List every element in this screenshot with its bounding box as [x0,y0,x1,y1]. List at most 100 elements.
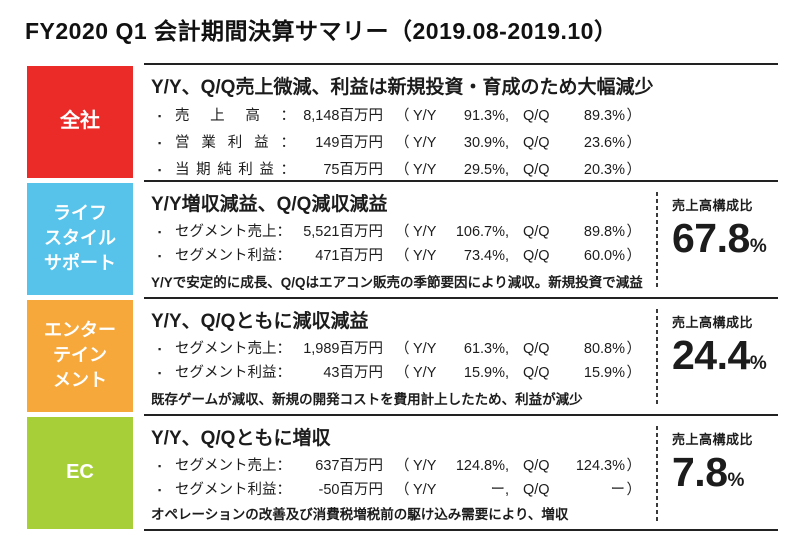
paren-close: ） [626,248,642,264]
qq-label: Q/Q [523,108,550,124]
metric-ratios: （ Y/Y ー , Q/Q ー ） [395,478,656,502]
comma: , [505,108,510,124]
yy-label: Y/Y [413,135,437,151]
qq-label: Q/Q [523,248,550,264]
qq-value: 89.3% [583,108,625,124]
qq-label: Q/Q [523,458,550,474]
yy-label: Y/Y [413,458,437,474]
paren-close: ） [626,482,642,498]
paren-close: ） [626,108,642,124]
paren-open: （ [395,341,410,357]
comma: , [505,365,510,381]
section-heading: Y/Y増収減益、Q/Q減収減益 [151,194,388,215]
paren-open: （ [395,482,410,498]
yy-value: ー [490,482,506,498]
paren-close: ） [626,365,642,381]
metric-row: ▪ セグメント売上： 637百万円 （ Y/Y 124.8% , Q/Q 124… [151,454,656,478]
qq-value: 20.3% [583,162,625,178]
paren-close: ） [626,341,642,357]
bullet-icon: ▪ [158,138,162,148]
section-row-company: 全社 Y/Y、Q/Q売上微減、利益は新規投資・育成のため大幅減少 ▪ 売上高： … [27,63,778,180]
yy-value: 73.4% [463,248,505,264]
comma: , [505,248,510,264]
section-main: Y/Y、Q/Q売上微減、利益は新規投資・育成のため大幅減少 ▪ 売上高： 8,1… [151,70,778,180]
yy-label: Y/Y [413,341,437,357]
metric-row: ▪ 営業利益： 149百万円 （ Y/Y 30.9% , Q/Q 23.6% ） [151,130,778,157]
metric-value: 8,148百万円 [303,108,383,124]
paren-close: ） [626,135,642,151]
yy-label: Y/Y [413,482,437,498]
qq-value: 23.6% [583,135,625,151]
summary-table: 全社 Y/Y、Q/Q売上微減、利益は新規投資・育成のため大幅減少 ▪ 売上高： … [27,63,778,531]
segment-label: エンター テイン メント [44,320,116,390]
share-caption: 売上高構成比 [672,315,754,330]
yy-label: Y/Y [413,224,437,240]
metric-row: ▪ 売上高： 8,148百万円 （ Y/Y 91.3% , Q/Q 89.3% … [151,103,778,130]
comma: , [505,162,510,178]
paren-open: （ [395,162,410,178]
share-block: 売上高構成比 7.8% [658,421,753,529]
qq-value: 60.0% [583,248,625,264]
metric-row: ▪ セグメント売上： 5,521百万円 （ Y/Y 106.7% , Q/Q 8… [151,220,656,244]
dashed-divider [656,192,658,290]
segment-label: EC [66,461,94,483]
bullet-icon: ▪ [158,227,162,237]
paren-open: （ [395,248,410,264]
yy-value: 15.9% [463,365,505,381]
section-note: Y/Yで安定的に成長、Q/Qはエアコン販売の季節要因により減収。新規投資で減益 [151,275,643,290]
share-panel: 売上高構成比 7.8% [656,421,778,529]
metric-row: ▪ セグメント利益： -50百万円 （ Y/Y ー , Q/Q ー ） [151,478,656,502]
metric-row: ▪ セグメント利益： 43百万円 （ Y/Y 15.9% , Q/Q 15.9%… [151,361,656,385]
qq-label: Q/Q [523,341,550,357]
metric-label: セグメント売上： [175,224,291,240]
metric-ratios: （ Y/Y 124.8% , Q/Q 124.3% ） [395,454,656,478]
section-content-company: Y/Y、Q/Q売上微減、利益は新規投資・育成のため大幅減少 ▪ 売上高： 8,1… [144,63,778,180]
qq-label: Q/Q [523,135,550,151]
section-row-ec: EC Y/Y、Q/Qともに増収 ▪ セグメント売上： 637百万円 （ Y/Y … [27,414,778,531]
section-row-entertainment: エンター テイン メント Y/Y、Q/Qともに減収減益 ▪ セグメント売上： 1… [27,297,778,414]
metric-label: セグメント利益： [175,248,291,264]
metric-label: 営業利益： [175,135,295,151]
qq-value: 89.8% [583,224,625,240]
section-heading: Y/Y、Q/Qともに増収 [151,428,331,449]
paren-close: ） [626,458,642,474]
segment-label: 全社 [60,110,100,132]
qq-label: Q/Q [523,224,550,240]
share-caption: 売上高構成比 [672,198,754,213]
qq-label: Q/Q [523,162,550,178]
metric-ratios: （ Y/Y 29.5% , Q/Q 20.3% ） [395,157,778,184]
comma: , [505,224,510,240]
paren-open: （ [395,365,410,381]
segment-label-box-entertainment: エンター テイン メント [27,299,133,412]
bullet-icon: ▪ [158,461,162,471]
share-unit: % [727,470,745,491]
metric-ratios: （ Y/Y 73.4% , Q/Q 60.0% ） [395,244,656,268]
paren-open: （ [395,108,410,124]
section-main: Y/Y、Q/Qともに減収減益 ▪ セグメント売上： 1,989百万円 （ Y/Y… [151,304,656,414]
comma: , [505,135,510,151]
segment-label-box-lifestyle: ライフ スタイル サポート [27,182,133,295]
metric-value: 75百万円 [323,162,383,178]
section-heading: Y/Y、Q/Qともに減収減益 [151,311,369,332]
section-note: 既存ゲームが減収、新規の開発コストを費用計上したため、利益が減少 [151,392,583,407]
comma: , [505,458,510,474]
metric-ratios: （ Y/Y 30.9% , Q/Q 23.6% ） [395,130,778,157]
yy-value: 91.3% [463,108,505,124]
metric-label: セグメント利益： [175,365,291,381]
section-note: オペレーションの改善及び消費税増税前の駆け込み需要により、増収 [151,507,569,522]
share-block: 売上高構成比 24.4% [658,304,767,414]
share-number: 7.8 [672,449,728,495]
metric-ratios: （ Y/Y 106.7% , Q/Q 89.8% ） [395,220,656,244]
paren-close: ） [626,162,642,178]
share-value: 67.8% [672,214,767,263]
section-content-ec: Y/Y、Q/Qともに増収 ▪ セグメント売上： 637百万円 （ Y/Y 124… [144,414,778,531]
metric-label: セグメント売上： [175,341,291,357]
yy-label: Y/Y [413,248,437,264]
yy-label: Y/Y [413,162,437,178]
metric-value: -50百万円 [318,482,383,498]
section-heading: Y/Y、Q/Q売上微減、利益は新規投資・育成のため大幅減少 [151,77,654,98]
bullet-icon: ▪ [158,368,162,378]
metric-row: ▪ セグメント利益： 471百万円 （ Y/Y 73.4% , Q/Q 60.0… [151,244,656,268]
metric-ratios: （ Y/Y 15.9% , Q/Q 15.9% ） [395,361,656,385]
